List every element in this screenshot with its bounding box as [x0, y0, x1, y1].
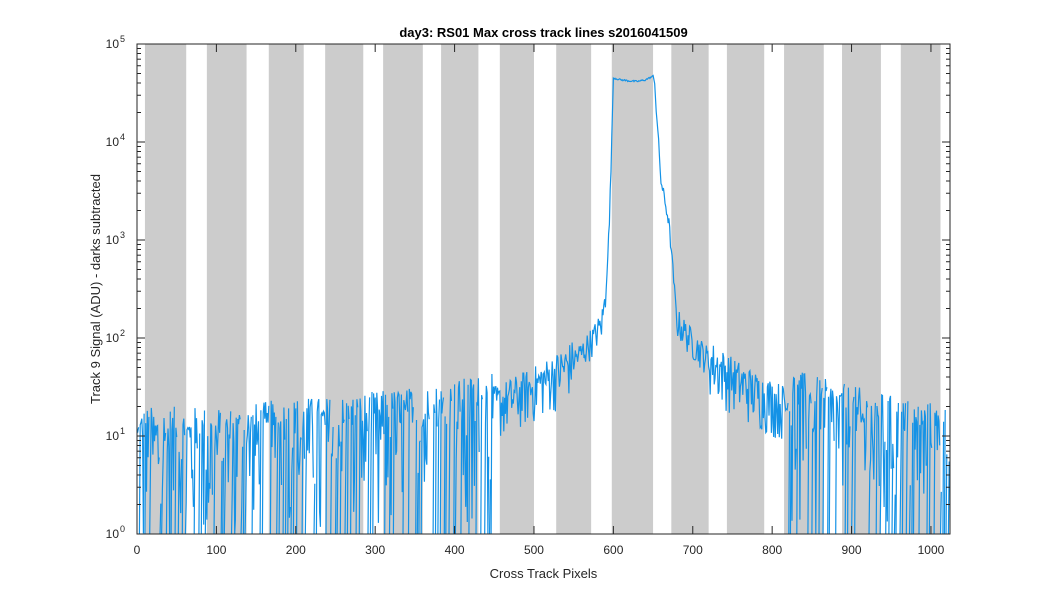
- chart-title: day3: RS01 Max cross track lines s201604…: [399, 25, 687, 40]
- shaded-band-7: [556, 44, 592, 534]
- shaded-band-11: [784, 44, 824, 534]
- y-tick-exponent: 3: [120, 230, 125, 240]
- x-tick-label: 1000: [918, 543, 945, 557]
- x-tick-label: 800: [762, 543, 782, 557]
- y-tick-label: 10: [106, 429, 120, 443]
- x-tick-label: 600: [603, 543, 623, 557]
- x-tick-label: 700: [683, 543, 703, 557]
- y-tick-exponent: 1: [120, 426, 125, 436]
- shaded-band-9: [671, 44, 709, 534]
- y-tick-exponent: 5: [120, 34, 125, 44]
- x-tick-label: 400: [445, 543, 465, 557]
- plot-frame: [136, 43, 951, 535]
- y-tick-label: 10: [106, 135, 120, 149]
- x-tick-label: 200: [286, 543, 306, 557]
- x-tick-label: 300: [365, 543, 385, 557]
- series-line: [137, 74, 950, 534]
- x-tick-label: 100: [206, 543, 226, 557]
- y-tick-label: 10: [106, 37, 120, 51]
- shaded-band-1: [206, 44, 247, 534]
- y-tick-label: 10: [106, 331, 120, 345]
- y-tick-label: 10: [106, 527, 120, 541]
- x-tick-label: 0: [134, 543, 141, 557]
- shaded-band-10: [726, 44, 765, 534]
- y-tick-label: 10: [106, 233, 120, 247]
- x-axis-ticks: 0 100 200 300 400 500 600 700 800 900 1000: [134, 44, 945, 557]
- x-axis-label: Cross Track Pixels: [490, 566, 598, 581]
- x-tick-label: 900: [842, 543, 862, 557]
- y-axis-label: Track 9 Signal (ADU) - darks subtracted: [88, 174, 103, 404]
- y-tick-exponent: 2: [120, 328, 125, 338]
- y-tick-exponent: 0: [120, 524, 125, 534]
- y-tick-exponent: 4: [120, 132, 125, 142]
- shaded-band-6: [499, 44, 534, 534]
- x-tick-label: 500: [524, 543, 544, 557]
- series-layer: [137, 74, 950, 534]
- shaded-band-8: [611, 44, 654, 534]
